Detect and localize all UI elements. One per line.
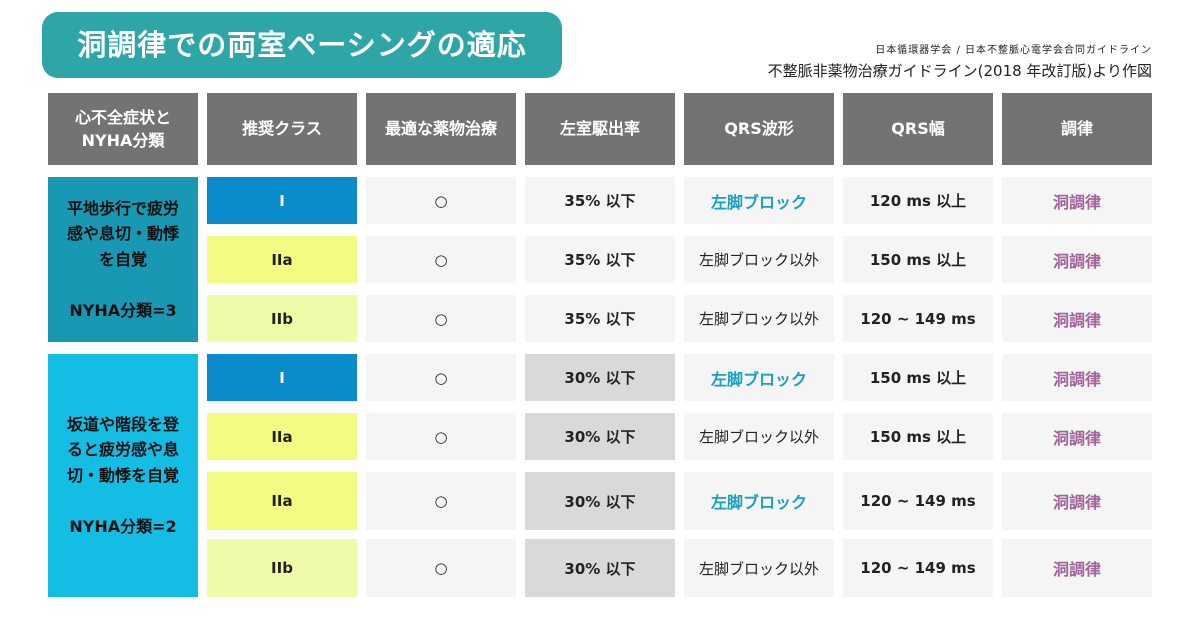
header-drug: 最適な薬物治療 <box>366 93 516 165</box>
qrs-wave-cell: 左脚ブロック以外 <box>684 413 834 460</box>
qrs-width-cell: 120 ~ 149 ms <box>843 539 993 597</box>
qrs-wave-cell: 左脚ブロック以外 <box>684 295 834 342</box>
header-symptoms: 心不全症状と NYHA分類 <box>48 93 198 165</box>
class-badge: IIa <box>207 236 357 283</box>
symptom-group: 坂道や階段を登 ると疲労感や息 切・動悸を自覚 NYHA分類=2 <box>48 354 198 597</box>
class-badge: I <box>207 354 357 401</box>
drug-therapy-cell: ○ <box>366 539 516 597</box>
drug-therapy-cell: ○ <box>366 413 516 460</box>
drug-therapy-cell: ○ <box>366 472 516 530</box>
qrs-width-cell: 150 ms 以上 <box>843 354 993 401</box>
header-qrs-wave: QRS波形 <box>684 93 834 165</box>
lvef-cell: 35% 以下 <box>525 295 675 342</box>
rhythm-cell: 洞調律 <box>1002 177 1152 224</box>
rhythm-cell: 洞調律 <box>1002 354 1152 401</box>
class-badge: IIa <box>207 472 357 530</box>
lvef-cell: 30% 以下 <box>525 539 675 597</box>
header-rhythm: 調律 <box>1002 93 1152 165</box>
page-title: 洞調律での両室ペーシングの適応 <box>42 12 562 78</box>
lvef-cell: 30% 以下 <box>525 354 675 401</box>
rhythm-cell: 洞調律 <box>1002 472 1152 530</box>
drug-therapy-cell: ○ <box>366 354 516 401</box>
class-badge: IIa <box>207 413 357 460</box>
class-badge: IIb <box>207 539 357 597</box>
drug-therapy-cell: ○ <box>366 177 516 224</box>
qrs-wave-cell: 左脚ブロック <box>684 354 834 401</box>
qrs-wave-cell: 左脚ブロック <box>684 177 834 224</box>
rhythm-cell: 洞調律 <box>1002 413 1152 460</box>
source-line-2: 不整脈非薬物治療ガイドライン(2018 年改訂版)より作図 <box>767 62 1152 80</box>
lvef-cell: 30% 以下 <box>525 472 675 530</box>
class-badge: I <box>207 177 357 224</box>
source-line-1: 日本循環器学会 / 日本不整脈心電学会合同ガイドライン <box>875 45 1152 56</box>
rhythm-cell: 洞調律 <box>1002 539 1152 597</box>
qrs-wave-cell: 左脚ブロック <box>684 472 834 530</box>
qrs-width-cell: 150 ms 以上 <box>843 413 993 460</box>
rhythm-cell: 洞調律 <box>1002 236 1152 283</box>
qrs-width-cell: 120 ~ 149 ms <box>843 472 993 530</box>
qrs-width-cell: 150 ms 以上 <box>843 236 993 283</box>
lvef-cell: 30% 以下 <box>525 413 675 460</box>
class-badge: IIb <box>207 295 357 342</box>
symptom-group: 平地歩行で疲労 感や息切・動悸 を自覚 NYHA分類=3 <box>48 177 198 342</box>
qrs-width-cell: 120 ms 以上 <box>843 177 993 224</box>
rhythm-cell: 洞調律 <box>1002 295 1152 342</box>
qrs-wave-cell: 左脚ブロック以外 <box>684 236 834 283</box>
header-lvef: 左室駆出率 <box>525 93 675 165</box>
drug-therapy-cell: ○ <box>366 295 516 342</box>
lvef-cell: 35% 以下 <box>525 236 675 283</box>
header-class: 推奨クラス <box>207 93 357 165</box>
header-qrs-width: QRS幅 <box>843 93 993 165</box>
qrs-width-cell: 120 ~ 149 ms <box>843 295 993 342</box>
qrs-wave-cell: 左脚ブロック以外 <box>684 539 834 597</box>
drug-therapy-cell: ○ <box>366 236 516 283</box>
lvef-cell: 35% 以下 <box>525 177 675 224</box>
